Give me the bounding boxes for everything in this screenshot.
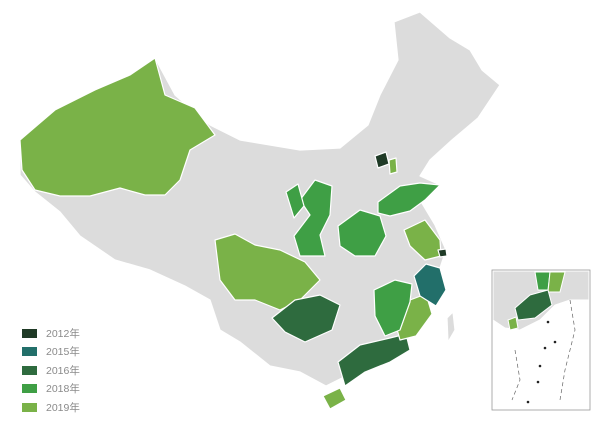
legend-item-2018: 2018年 [22,380,80,399]
legend-swatch [22,365,37,375]
province-shanghai [437,248,448,258]
province-ningxia [285,183,305,219]
legend-item-2016: 2016年 [22,361,80,380]
province-zhejiang [413,263,447,307]
province-shaanxi [293,179,333,257]
province-sichuan [214,233,321,311]
legend-item-2012: 2012年 [22,324,80,343]
china-outline [19,11,501,387]
legend-item-2015: 2015年 [22,343,80,362]
province-shandong [377,182,441,217]
legend-item-2019: 2019年 [22,398,80,417]
taiwan [446,311,456,343]
province-tianjin [388,157,398,175]
legend-label: 2015年 [46,346,80,359]
legend-swatch [22,347,37,357]
legend-swatch [22,328,37,338]
legend-label: 2016年 [46,364,80,377]
legend-swatch [22,384,37,394]
legend-label: 2012年 [46,327,80,340]
province-guangdong [337,333,411,387]
legend-label: 2019年 [46,401,80,414]
province-xinjiang [19,57,216,197]
legend-swatch [22,402,37,412]
legend-label: 2018年 [46,383,80,396]
province-guizhou [271,294,341,343]
province-hainan [322,387,347,410]
legend: 2012年 2015年 2016年 2018年 2019年 [22,324,80,417]
province-henan [337,209,387,257]
south-china-sea-inset [491,269,591,411]
province-jiangxi [373,279,413,337]
